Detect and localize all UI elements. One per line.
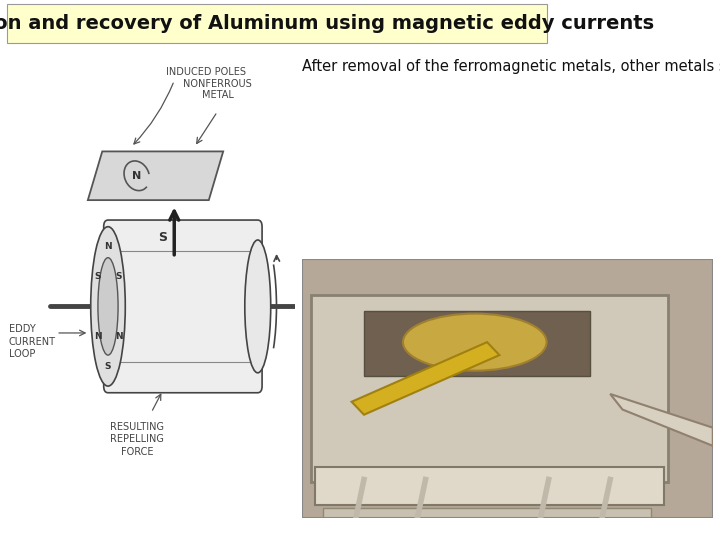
Ellipse shape	[403, 314, 546, 370]
Text: N: N	[132, 171, 141, 181]
Polygon shape	[88, 151, 223, 200]
Text: N: N	[114, 332, 122, 341]
Text: After removal of the ferromagnetic metals, other metals such as Aluminum and Cop: After removal of the ferromagnetic metal…	[302, 59, 720, 75]
Text: INDUCED POLES: INDUCED POLES	[166, 67, 246, 77]
FancyBboxPatch shape	[364, 311, 590, 376]
Text: NONFERROUS
METAL: NONFERROUS METAL	[183, 79, 252, 100]
Text: Separation and recovery of Aluminum using magnetic eddy currents: Separation and recovery of Aluminum usin…	[0, 14, 654, 33]
Text: S: S	[158, 231, 167, 244]
Polygon shape	[351, 342, 500, 415]
Text: N: N	[94, 332, 102, 341]
Ellipse shape	[98, 258, 118, 355]
Text: RESULTING
REPELLING
FORCE: RESULTING REPELLING FORCE	[110, 422, 164, 457]
FancyBboxPatch shape	[302, 259, 713, 518]
Ellipse shape	[245, 240, 271, 373]
Ellipse shape	[91, 227, 125, 386]
FancyBboxPatch shape	[315, 467, 664, 505]
Text: S: S	[94, 272, 101, 281]
Text: S: S	[115, 272, 122, 281]
FancyBboxPatch shape	[7, 4, 547, 43]
Text: S: S	[104, 362, 112, 370]
Text: EDDY
CURRENT
LOOP: EDDY CURRENT LOOP	[9, 325, 55, 359]
FancyBboxPatch shape	[310, 295, 667, 482]
Text: N: N	[104, 242, 112, 251]
FancyBboxPatch shape	[104, 220, 262, 393]
FancyBboxPatch shape	[323, 508, 652, 518]
Polygon shape	[611, 394, 713, 446]
